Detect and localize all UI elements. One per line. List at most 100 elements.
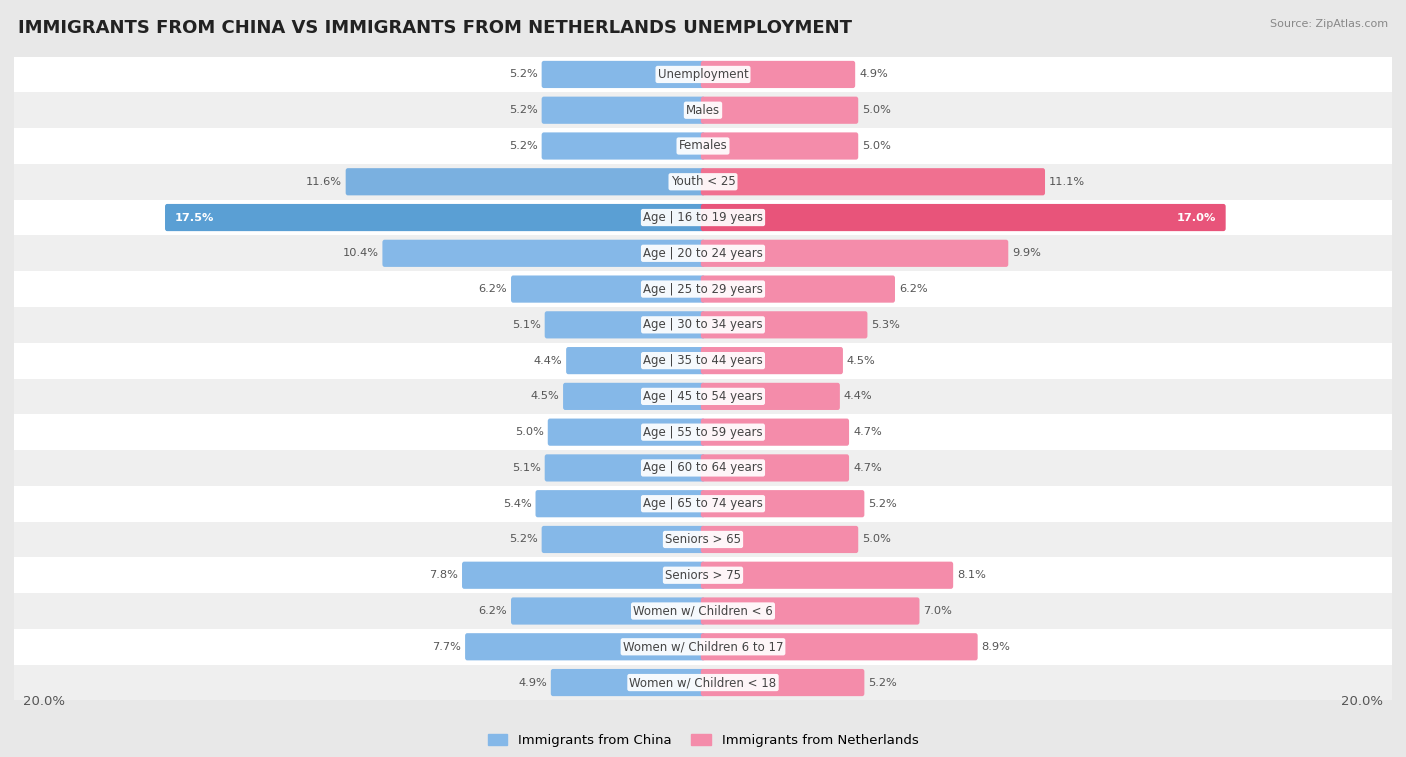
FancyBboxPatch shape xyxy=(700,132,858,160)
Text: 6.2%: 6.2% xyxy=(478,284,508,294)
Text: Women w/ Children < 18: Women w/ Children < 18 xyxy=(630,676,776,689)
FancyBboxPatch shape xyxy=(700,204,1226,231)
FancyBboxPatch shape xyxy=(541,526,706,553)
Text: 11.6%: 11.6% xyxy=(305,177,342,187)
Text: Age | 60 to 64 years: Age | 60 to 64 years xyxy=(643,462,763,475)
FancyBboxPatch shape xyxy=(700,311,868,338)
Text: Source: ZipAtlas.com: Source: ZipAtlas.com xyxy=(1270,19,1388,29)
Text: 10.4%: 10.4% xyxy=(343,248,378,258)
FancyBboxPatch shape xyxy=(346,168,706,195)
Bar xyxy=(0,128,1406,164)
FancyBboxPatch shape xyxy=(700,597,920,625)
Bar xyxy=(0,343,1406,378)
FancyBboxPatch shape xyxy=(536,490,706,517)
Text: Unemployment: Unemployment xyxy=(658,68,748,81)
Bar xyxy=(0,414,1406,450)
Text: 5.2%: 5.2% xyxy=(509,105,537,115)
Text: 4.4%: 4.4% xyxy=(844,391,873,401)
Text: 4.5%: 4.5% xyxy=(846,356,876,366)
Text: 5.4%: 5.4% xyxy=(503,499,531,509)
Legend: Immigrants from China, Immigrants from Netherlands: Immigrants from China, Immigrants from N… xyxy=(482,729,924,752)
Text: 4.9%: 4.9% xyxy=(517,678,547,687)
FancyBboxPatch shape xyxy=(544,454,706,481)
Bar xyxy=(0,200,1406,235)
FancyBboxPatch shape xyxy=(551,669,706,696)
FancyBboxPatch shape xyxy=(463,562,706,589)
FancyBboxPatch shape xyxy=(700,490,865,517)
FancyBboxPatch shape xyxy=(548,419,706,446)
Text: Seniors > 75: Seniors > 75 xyxy=(665,569,741,581)
Text: Age | 35 to 44 years: Age | 35 to 44 years xyxy=(643,354,763,367)
FancyBboxPatch shape xyxy=(562,383,706,410)
Text: Age | 45 to 54 years: Age | 45 to 54 years xyxy=(643,390,763,403)
FancyBboxPatch shape xyxy=(700,562,953,589)
Text: 7.8%: 7.8% xyxy=(429,570,458,580)
Bar xyxy=(0,522,1406,557)
FancyBboxPatch shape xyxy=(567,347,706,374)
Text: 5.1%: 5.1% xyxy=(512,463,541,473)
Text: 11.1%: 11.1% xyxy=(1049,177,1085,187)
Text: 17.0%: 17.0% xyxy=(1177,213,1216,223)
FancyBboxPatch shape xyxy=(700,633,977,660)
Bar xyxy=(0,665,1406,700)
FancyBboxPatch shape xyxy=(382,240,706,267)
FancyBboxPatch shape xyxy=(165,204,706,231)
Text: 5.2%: 5.2% xyxy=(509,534,537,544)
FancyBboxPatch shape xyxy=(700,669,865,696)
Text: Age | 25 to 29 years: Age | 25 to 29 years xyxy=(643,282,763,295)
FancyBboxPatch shape xyxy=(700,276,896,303)
Bar xyxy=(0,629,1406,665)
FancyBboxPatch shape xyxy=(541,132,706,160)
Text: 7.0%: 7.0% xyxy=(924,606,952,616)
FancyBboxPatch shape xyxy=(541,97,706,124)
Text: Age | 55 to 59 years: Age | 55 to 59 years xyxy=(643,425,763,438)
Text: Seniors > 65: Seniors > 65 xyxy=(665,533,741,546)
Bar xyxy=(0,57,1406,92)
FancyBboxPatch shape xyxy=(465,633,706,660)
Text: 4.7%: 4.7% xyxy=(853,427,882,437)
Text: Women w/ Children < 6: Women w/ Children < 6 xyxy=(633,605,773,618)
Text: 9.9%: 9.9% xyxy=(1012,248,1040,258)
Text: Females: Females xyxy=(679,139,727,152)
Bar xyxy=(0,235,1406,271)
Text: 5.2%: 5.2% xyxy=(509,70,537,79)
Text: Youth < 25: Youth < 25 xyxy=(671,176,735,188)
FancyBboxPatch shape xyxy=(700,419,849,446)
Text: 5.0%: 5.0% xyxy=(515,427,544,437)
Bar xyxy=(0,557,1406,593)
Text: 6.2%: 6.2% xyxy=(478,606,508,616)
FancyBboxPatch shape xyxy=(700,168,1045,195)
FancyBboxPatch shape xyxy=(510,276,706,303)
FancyBboxPatch shape xyxy=(700,97,858,124)
Text: 7.7%: 7.7% xyxy=(432,642,461,652)
FancyBboxPatch shape xyxy=(541,61,706,88)
Text: 4.7%: 4.7% xyxy=(853,463,882,473)
Bar xyxy=(0,593,1406,629)
Text: 4.4%: 4.4% xyxy=(533,356,562,366)
Bar xyxy=(0,450,1406,486)
Text: Women w/ Children 6 to 17: Women w/ Children 6 to 17 xyxy=(623,640,783,653)
FancyBboxPatch shape xyxy=(700,526,858,553)
Bar xyxy=(0,486,1406,522)
FancyBboxPatch shape xyxy=(700,347,844,374)
Bar xyxy=(0,378,1406,414)
Text: Age | 30 to 34 years: Age | 30 to 34 years xyxy=(643,319,763,332)
FancyBboxPatch shape xyxy=(510,597,706,625)
Text: 4.5%: 4.5% xyxy=(530,391,560,401)
FancyBboxPatch shape xyxy=(700,240,1008,267)
FancyBboxPatch shape xyxy=(544,311,706,338)
Text: Males: Males xyxy=(686,104,720,117)
Text: 5.3%: 5.3% xyxy=(872,320,900,330)
Text: Age | 65 to 74 years: Age | 65 to 74 years xyxy=(643,497,763,510)
Text: IMMIGRANTS FROM CHINA VS IMMIGRANTS FROM NETHERLANDS UNEMPLOYMENT: IMMIGRANTS FROM CHINA VS IMMIGRANTS FROM… xyxy=(18,19,852,37)
Bar xyxy=(0,164,1406,200)
Text: 5.0%: 5.0% xyxy=(862,534,891,544)
Text: 5.2%: 5.2% xyxy=(869,499,897,509)
Text: 5.1%: 5.1% xyxy=(512,320,541,330)
Bar xyxy=(0,92,1406,128)
Text: 5.0%: 5.0% xyxy=(862,141,891,151)
Text: 8.1%: 8.1% xyxy=(957,570,986,580)
Text: Age | 16 to 19 years: Age | 16 to 19 years xyxy=(643,211,763,224)
Text: 4.9%: 4.9% xyxy=(859,70,889,79)
Text: 17.5%: 17.5% xyxy=(174,213,214,223)
